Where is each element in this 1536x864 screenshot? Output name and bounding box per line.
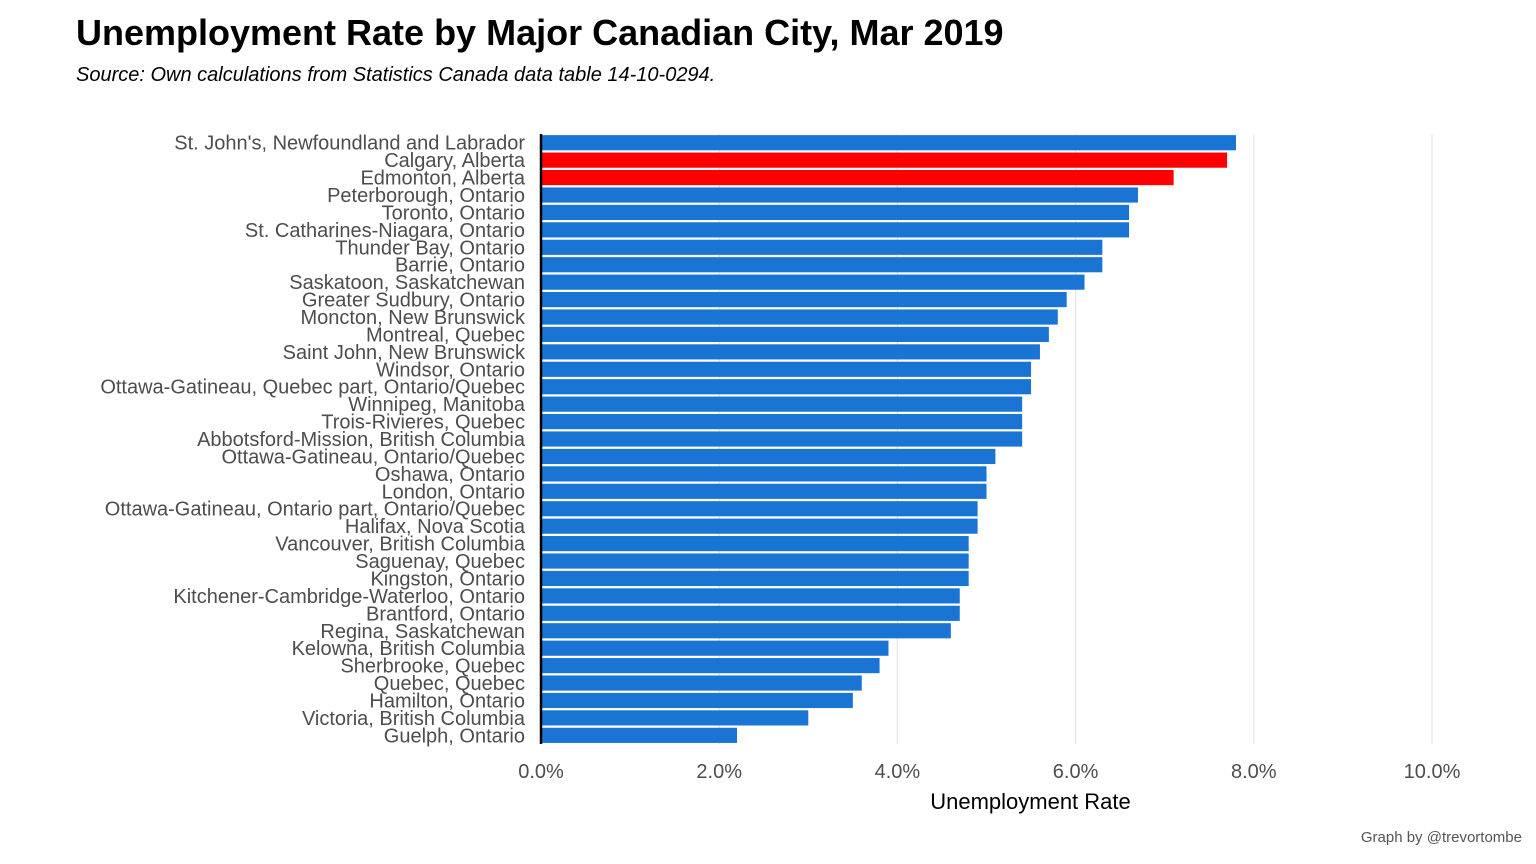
category-label-15: Winnipeg, Manitoba [348,394,526,416]
category-label-20: London, Ontario [382,481,525,503]
category-label-9: Greater Sudbury, Ontario [302,290,525,312]
credit-caption: Graph by @trevortombe [1360,829,1522,846]
category-label-24: Saguenay, Quebec [355,551,525,573]
category-label-11: Montreal, Quebec [366,324,525,346]
category-label-6: Thunder Bay, Ontario [335,237,525,259]
category-label-28: Regina, Saskatchewan [320,621,525,643]
bar-21 [541,501,978,517]
category-label-34: Guelph, Ontario [384,725,525,747]
bar-19 [541,466,987,482]
category-label-3: Peterborough, Ontario [327,185,525,207]
bar-1 [541,152,1228,168]
category-label-13: Windsor, Ontario [376,359,525,381]
x-tick-label-5: 10.0% [1404,761,1461,783]
bar-31 [541,675,862,691]
bar-2 [541,169,1174,186]
bar-25 [541,570,969,587]
x-tick-label-1: 2.0% [696,761,742,783]
x-axis-title: Unemployment Rate [930,789,1131,814]
category-label-27: Brantford, Ontario [366,603,525,625]
category-label-33: Victoria, British Columbia [302,708,526,730]
bar-12 [541,344,1040,360]
category-label-29: Kelowna, British Columbia [292,638,526,660]
bar-29 [541,640,889,656]
bar-32 [541,692,853,709]
category-label-16: Trois-Rivieres, Quebec [321,412,525,434]
category-label-21: Ottawa-Gatineau, Ontario part, Ontario/Q… [105,499,525,521]
bar-7 [541,257,1103,273]
category-label-26: Kitchener-Cambridge-Waterloo, Ontario [173,586,525,608]
category-label-12: Saint John, New Brunswick [283,342,526,364]
category-label-8: Saskatoon, Saskatchewan [289,272,525,294]
bar-0 [541,135,1236,151]
category-label-17: Abbotsford-Mission, British Columbia [197,429,526,451]
bar-6 [541,239,1103,255]
x-tick-label-3: 6.0% [1053,761,1099,783]
chart-subtitle: Source: Own calculations from Statistics… [76,64,716,86]
chart-title: Unemployment Rate by Major Canadian City… [76,12,1004,53]
category-label-30: Sherbrooke, Quebec [340,656,525,678]
bar-14 [541,379,1032,395]
category-label-18: Ottawa-Gatineau, Ontario/Quebec [222,446,526,468]
category-label-1: Calgary, Alberta [384,150,526,172]
bar-15 [541,396,1023,412]
bar-18 [541,448,996,465]
bar-30 [541,658,880,674]
category-label-22: Halifax, Nova Scotia [345,516,526,538]
category-label-23: Vancouver, British Columbia [275,534,526,556]
bar-22 [541,518,978,534]
category-label-10: Moncton, New Brunswick [300,307,526,329]
category-label-0: St. John's, Newfoundland and Labrador [174,133,525,155]
bar-10 [541,309,1058,325]
category-label-4: Toronto, Ontario [382,202,525,224]
category-label-2: Edmonton, Alberta [360,168,525,190]
category-label-31: Quebec, Quebec [374,673,525,695]
bar-5 [541,222,1130,238]
category-label-14: Ottawa-Gatineau, Quebec part, Ontario/Qu… [100,377,525,399]
category-label-7: Barrie, Ontario [395,255,525,277]
category-label-19: Oshawa, Ontario [375,464,525,486]
x-tick-label-4: 8.0% [1231,761,1277,783]
bar-34 [541,727,738,743]
bar-9 [541,292,1067,308]
x-tick-label-2: 4.0% [875,761,921,783]
bar-16 [541,414,1023,430]
bar-3 [541,187,1138,203]
category-labels: St. John's, Newfoundland and LabradorCal… [100,133,526,748]
bar-8 [541,274,1085,290]
bar-28 [541,623,951,639]
bar-17 [541,431,1023,447]
category-label-5: St. Catharines-Niagara, Ontario [245,220,525,242]
x-tick-label-0: 0.0% [518,761,564,783]
bar-20 [541,483,987,499]
bars [541,135,1236,743]
bar-27 [541,605,960,621]
bar-4 [541,204,1130,221]
bar-23 [541,536,969,552]
category-label-32: Hamilton, Ontario [369,690,525,712]
bar-13 [541,361,1032,377]
bar-26 [541,588,960,604]
bar-11 [541,326,1049,343]
bar-33 [541,710,809,726]
category-label-25: Kingston, Ontario [370,568,525,590]
bar-24 [541,553,969,569]
x-tick-labels: 0.0% 2.0% 4.0% 6.0% 8.0% 10.0% [518,761,1460,783]
